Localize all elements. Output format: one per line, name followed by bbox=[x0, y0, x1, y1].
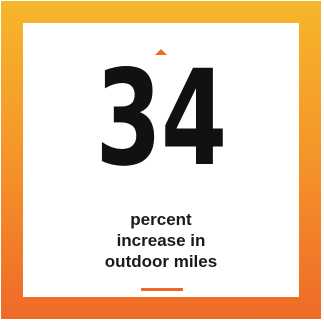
stat-number: 34 bbox=[95, 42, 228, 196]
accent-underline bbox=[141, 288, 183, 291]
caret-up-icon bbox=[155, 49, 167, 55]
stat-label-line-2: increase in bbox=[116, 231, 206, 250]
stat-label-line-1: percent bbox=[130, 210, 192, 229]
stat-card: 34 percent increase in outdoor miles bbox=[23, 23, 299, 297]
stat-label-line-3: outdoor miles bbox=[104, 252, 218, 271]
stat-label: percent increase in outdoor miles bbox=[23, 209, 299, 272]
gradient-frame: 34 percent increase in outdoor miles bbox=[1, 1, 321, 319]
